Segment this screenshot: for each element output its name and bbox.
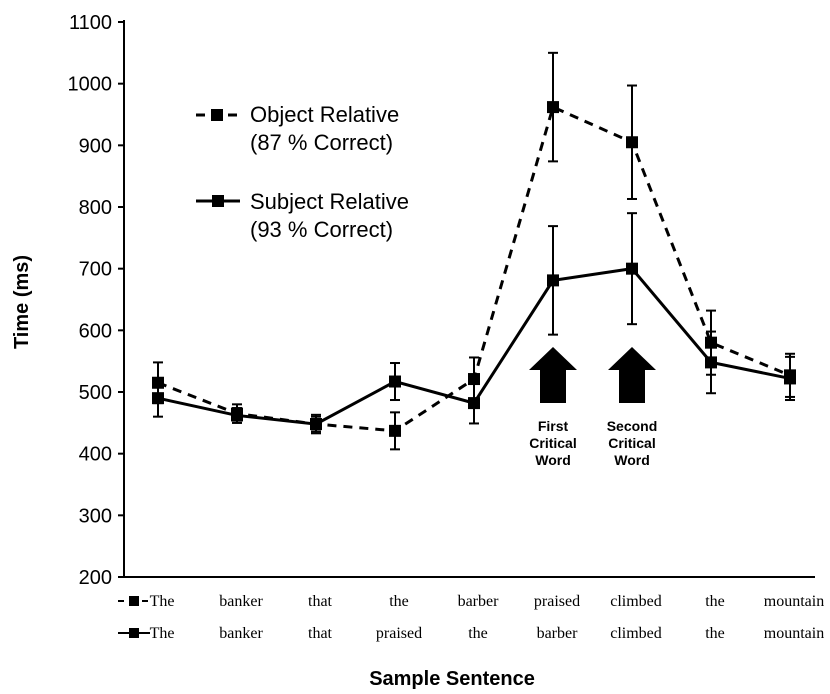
y-tick-label: 500 [79, 382, 112, 404]
legend-label: Object Relative [250, 102, 399, 127]
y-tick-label: 600 [79, 320, 112, 342]
data-point [547, 101, 559, 114]
annotation-label: Critical [608, 435, 655, 451]
series-subject-relative [152, 212, 796, 433]
x-tick-label: mountain [764, 593, 824, 610]
x-tick-label: that [308, 593, 333, 610]
x-tick-label: the [705, 593, 725, 610]
x-tick-label: The [150, 625, 175, 642]
legend-item-subject-relative: Subject Relative (93 % Correct) [196, 189, 409, 242]
data-point [468, 397, 480, 410]
legend-label: (87 % Correct) [250, 130, 393, 155]
word-row-subject-relative: The banker that praised the barber climbed the m… [118, 625, 824, 642]
y-tick-label: 200 [79, 567, 112, 589]
data-point [231, 409, 243, 422]
annotation-label: Word [614, 452, 650, 468]
x-tick-label: that [308, 625, 333, 642]
annotation-label: Critical [529, 435, 576, 451]
x-tick-label: banker [219, 593, 263, 610]
up-arrow-icon [529, 347, 577, 403]
y-tick-label: 900 [79, 135, 112, 157]
legend-label: (93 % Correct) [250, 217, 393, 242]
data-point [152, 392, 164, 405]
x-tick-label: climbed [610, 625, 662, 642]
x-tick-label: praised [376, 625, 422, 642]
data-point [389, 424, 401, 437]
series-group [152, 51, 796, 451]
y-ticks: 200 300 400 500 600 700 800 900 1000 1100 [68, 12, 124, 589]
data-point [310, 418, 322, 431]
x-word-rows: The banker that the barber praised climbed the m… [118, 593, 824, 642]
legend-item-object-relative: Object Relative (87 % Correct) [196, 102, 399, 155]
up-arrow-icon [608, 347, 656, 403]
row-key-marker [129, 628, 139, 638]
x-tick-label: the [705, 625, 725, 642]
axes [123, 20, 815, 578]
y-axis-title: Time (ms) [11, 255, 33, 349]
x-tick-label: climbed [610, 593, 662, 610]
word-row-object-relative: The banker that the barber praised climbed the m… [118, 593, 824, 610]
y-tick-label: 1000 [68, 74, 113, 96]
legend-marker [211, 109, 223, 121]
data-point [547, 274, 559, 287]
y-tick-label: 800 [79, 197, 112, 219]
data-point [626, 262, 638, 275]
row-key-marker [129, 596, 139, 606]
data-point [705, 356, 717, 369]
x-tick-label: praised [534, 593, 580, 610]
legend: Object Relative (87 % Correct) Subject Rel… [196, 102, 409, 242]
data-point [626, 136, 638, 149]
data-point [784, 372, 796, 385]
annotation-label: First [538, 418, 569, 434]
x-tick-label: mountain [764, 625, 824, 642]
y-tick-label: 700 [79, 259, 112, 281]
annotation-label: Second [607, 418, 658, 434]
y-tick-label: 1100 [69, 12, 112, 34]
y-tick-label: 300 [79, 505, 112, 527]
x-tick-label: The [150, 593, 175, 610]
y-tick-label: 400 [79, 444, 112, 466]
legend-marker [212, 195, 224, 207]
x-tick-label: banker [219, 625, 263, 642]
annotation-label: Word [535, 452, 571, 468]
x-tick-label: barber [537, 625, 579, 642]
x-tick-label: the [389, 593, 409, 610]
legend-label: Subject Relative [250, 189, 409, 214]
data-point [389, 375, 401, 388]
x-tick-label: the [468, 625, 488, 642]
x-tick-label: barber [458, 593, 500, 610]
x-axis-title: Sample Sentence [369, 668, 535, 690]
